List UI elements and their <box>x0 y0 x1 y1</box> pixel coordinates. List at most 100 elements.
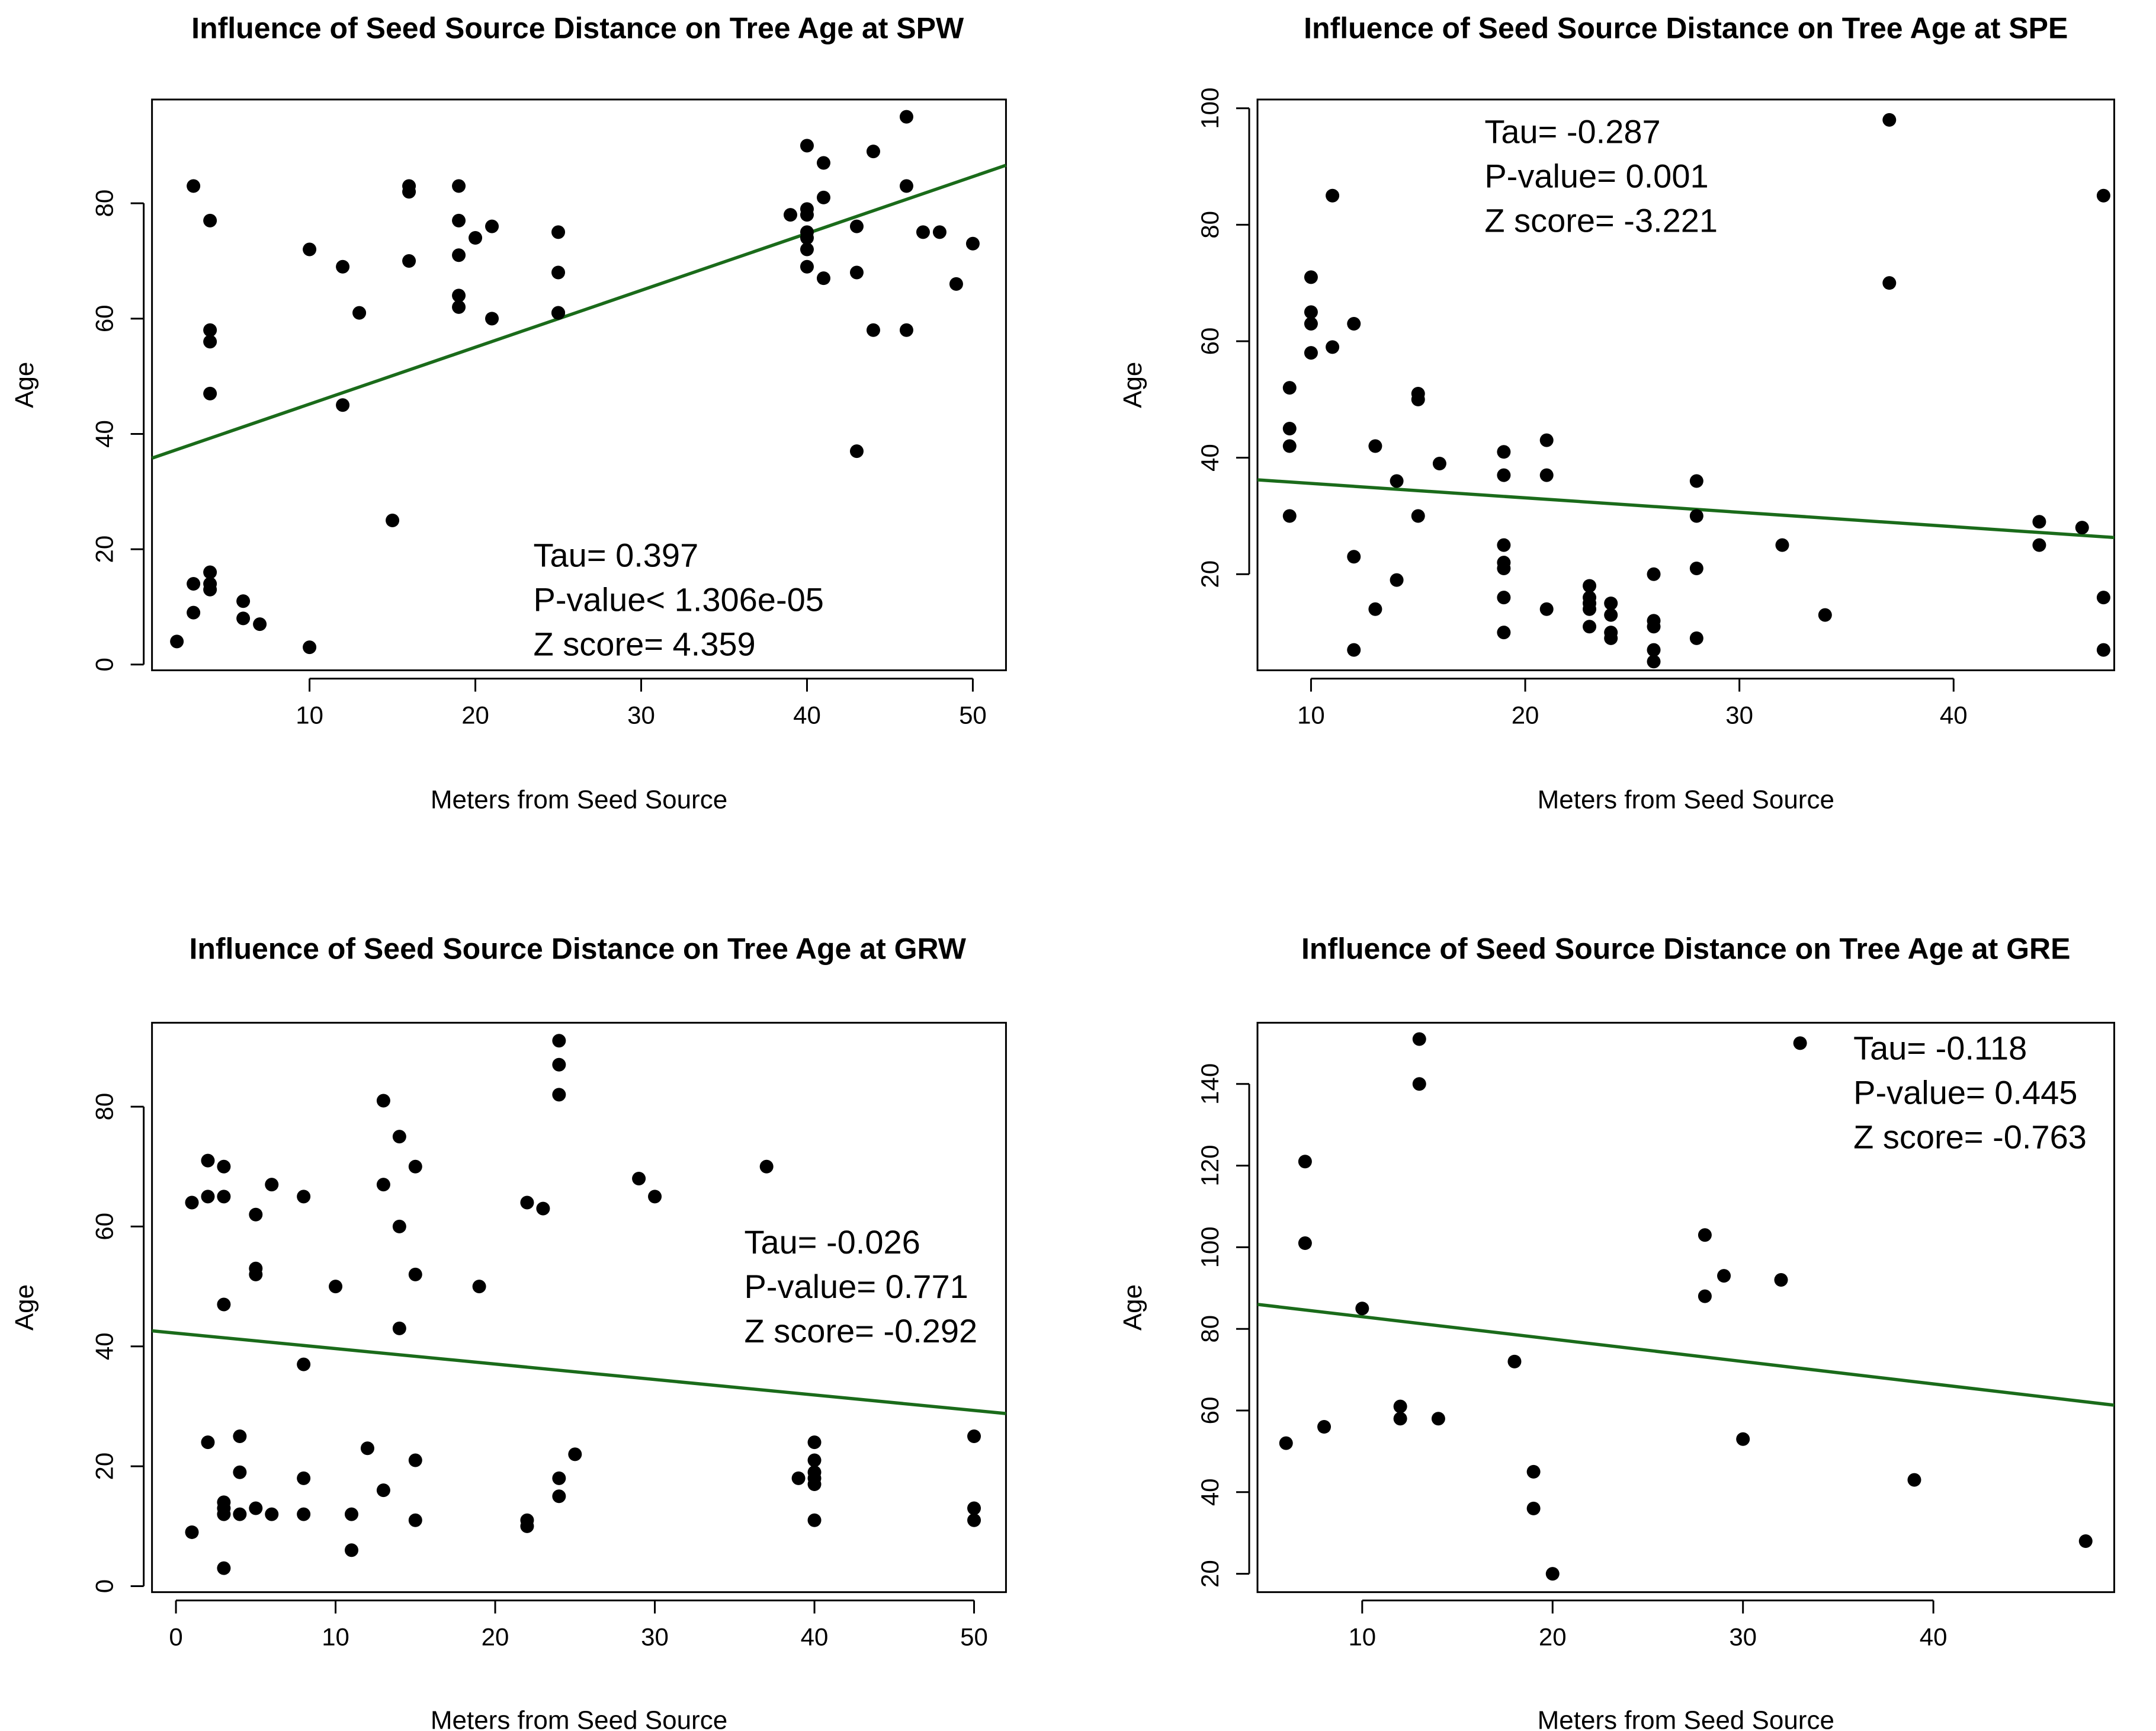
x-tick-label: 10 <box>1297 701 1325 729</box>
data-point <box>916 225 930 239</box>
trend-line <box>152 1329 1006 1415</box>
y-tick-label: 80 <box>1196 1315 1224 1343</box>
data-point <box>1583 620 1597 634</box>
data-point <box>402 185 416 199</box>
trend-line <box>1257 1303 2115 1407</box>
y-tick-label: 100 <box>1196 1226 1224 1268</box>
data-point <box>1604 608 1618 622</box>
data-point <box>520 1195 534 1210</box>
data-point <box>1793 1036 1807 1050</box>
data-point <box>236 611 251 626</box>
y-tick-label: 40 <box>1196 444 1224 472</box>
data-point <box>849 444 864 459</box>
chart-title: Influence of Seed Source Distance on Tre… <box>191 12 964 45</box>
data-point <box>392 1130 406 1144</box>
data-point <box>2032 538 2046 552</box>
data-point <box>303 242 317 257</box>
data-point <box>1497 591 1511 605</box>
data-point <box>552 1057 566 1072</box>
data-point <box>632 1171 646 1185</box>
stats-line: Tau= -0.026 <box>744 1223 920 1261</box>
plot-frame <box>1256 1021 2115 1594</box>
y-tick-label: 80 <box>1196 211 1224 239</box>
data-point <box>1298 1236 1312 1250</box>
data-point <box>536 1201 550 1216</box>
stats-line: Tau= -0.118 <box>1853 1029 2027 1066</box>
data-point <box>1882 276 1897 290</box>
data-point <box>1393 1412 1407 1426</box>
data-point <box>899 110 913 124</box>
data-point <box>452 213 466 227</box>
data-point <box>201 1190 215 1204</box>
data-point <box>187 179 201 193</box>
data-point <box>1304 270 1318 284</box>
x-tick-label: 30 <box>627 701 655 729</box>
data-point <box>1717 1269 1731 1283</box>
data-point <box>1326 188 1340 203</box>
data-point <box>185 1195 199 1210</box>
data-point <box>352 306 367 320</box>
x-axis-label: Meters from Seed Source <box>1538 785 1834 814</box>
stats-line: Tau= 0.397 <box>534 536 699 573</box>
y-tick-label: 140 <box>1196 1063 1224 1105</box>
data-point <box>807 1435 822 1450</box>
data-point <box>201 1153 215 1168</box>
data-point <box>899 323 913 337</box>
data-point <box>932 225 947 239</box>
data-point <box>1412 1032 1426 1046</box>
data-point <box>1539 602 1554 616</box>
data-point <box>2096 591 2110 605</box>
plot-frame <box>151 1021 1007 1594</box>
stats-line: P-value< 1.306e-05 <box>534 581 824 618</box>
data-point <box>816 271 830 286</box>
data-point <box>967 1513 981 1527</box>
chart-title: Influence of Seed Source Distance on Tre… <box>1304 12 2068 45</box>
x-tick-label: 0 <box>169 1623 182 1651</box>
y-tick-label: 80 <box>91 1093 118 1121</box>
data-point <box>1583 579 1597 593</box>
data-point <box>1497 445 1511 459</box>
data-point <box>551 306 566 320</box>
data-point <box>568 1447 582 1461</box>
data-point <box>1698 1228 1712 1242</box>
y-tick-label: 20 <box>91 1453 118 1480</box>
data-point <box>783 208 797 222</box>
data-point <box>265 1178 279 1192</box>
x-axis-label: Meters from Seed Source <box>431 785 727 814</box>
y-tick-label: 20 <box>1196 1560 1224 1588</box>
x-tick-label: 50 <box>960 1623 988 1651</box>
data-point <box>336 259 350 274</box>
data-point <box>217 1190 231 1204</box>
y-tick-label: 80 <box>91 190 118 217</box>
data-point <box>965 236 980 251</box>
data-point <box>1774 1273 1788 1287</box>
data-point <box>485 219 499 233</box>
data-point <box>2078 1534 2093 1548</box>
data-point <box>1526 1501 1541 1515</box>
data-point <box>344 1507 358 1521</box>
data-point <box>1775 538 1789 552</box>
trend-line <box>151 164 1007 460</box>
data-point <box>249 1207 263 1222</box>
data-point <box>1411 509 1425 523</box>
data-point <box>452 248 466 262</box>
y-tick-label: 20 <box>91 536 118 563</box>
data-point <box>1304 305 1318 319</box>
data-point <box>203 323 217 337</box>
data-point <box>1282 381 1297 395</box>
x-tick-label: 30 <box>1729 1623 1757 1651</box>
data-point <box>1347 550 1361 564</box>
data-point <box>1317 1420 1332 1434</box>
data-point <box>297 1471 311 1485</box>
plot-frame <box>151 98 1007 672</box>
data-point <box>800 139 814 153</box>
chart-title: Influence of Seed Source Distance on Tre… <box>1301 932 2071 965</box>
data-point <box>1604 596 1618 610</box>
x-tick-label: 20 <box>482 1623 509 1651</box>
y-tick-label: 60 <box>1196 1397 1224 1425</box>
data-point <box>800 231 814 245</box>
data-point <box>170 634 184 649</box>
data-point <box>552 1088 566 1102</box>
data-point <box>1545 1567 1560 1581</box>
data-point <box>807 1513 822 1527</box>
